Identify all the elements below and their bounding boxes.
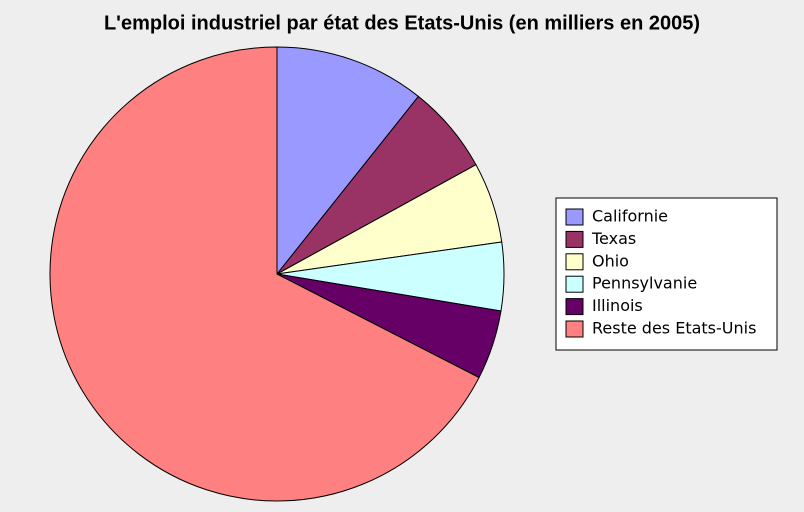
legend-swatch <box>565 275 584 293</box>
legend-label: Pennsylvanie <box>592 274 697 293</box>
legend-box <box>555 197 778 351</box>
legend: Californie Texas Ohio Pennsylvanie Illinois R… <box>555 197 778 351</box>
legend-label: Ohio <box>592 251 629 270</box>
legend-label: Texas <box>591 229 636 248</box>
legend-swatch <box>565 253 584 271</box>
legend-label: Reste des Etats-Unis <box>592 319 756 338</box>
legend-swatch <box>565 320 584 338</box>
pie-slice <box>49 46 480 502</box>
chart-title: L'emploi industriel par état des Etats-U… <box>104 12 700 34</box>
legend-swatch <box>565 298 584 316</box>
pie-slice <box>276 46 420 276</box>
legend-label: Californie <box>592 207 668 226</box>
legend-label: Illinois <box>592 296 643 315</box>
pie <box>49 46 505 502</box>
legend-swatch <box>565 208 584 226</box>
legend-swatch <box>565 230 584 248</box>
